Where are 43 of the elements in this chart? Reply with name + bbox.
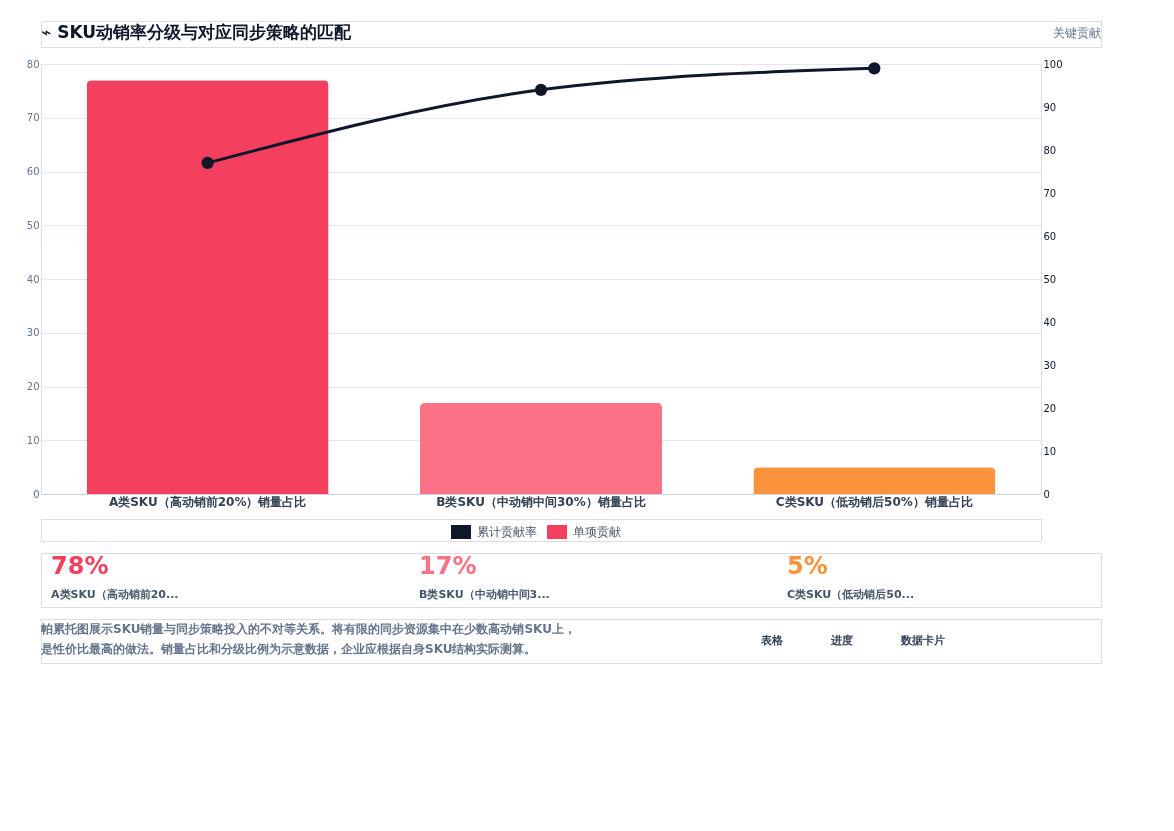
y-tick-label: 40: [26, 273, 40, 285]
text: C类SKU（低动销后50...: [787, 588, 915, 601]
text: 数据卡片: [900, 634, 945, 647]
y-tick-label: 60: [26, 166, 40, 177]
text: 帕累托图展示SKU销量与同步策略投入的不对等关系。将有限的同步资源集中在少数高动销SKU上，是性价比最高的做法。销量占比和分级比例为示意数据，企业应根据自身SKU结构实际测算。: [40, 622, 576, 656]
y2-tick-label: 60: [1043, 230, 1057, 242]
x-tick-label: B类SKU（中动销中间30%）销量占比: [436, 494, 646, 509]
y2-tick-label: 80: [1043, 144, 1057, 156]
y-tick-label: 20: [26, 381, 40, 392]
y-tick-label: 70: [26, 112, 40, 124]
x-tick-label: A类SKU（高动销前20%）销量占比: [108, 494, 307, 509]
text: 17%: [419, 552, 477, 580]
bar: [420, 402, 662, 494]
bar: [86, 80, 329, 494]
y2-tick-label: 100: [1043, 58, 1063, 70]
text: 5%: [787, 552, 828, 580]
text: 78%: [51, 552, 109, 580]
point: [534, 83, 548, 96]
y2-tick-label: 90: [1043, 101, 1057, 113]
text: 进度: [830, 634, 853, 647]
bar: [753, 467, 996, 494]
y2-tick-label: 40: [1043, 316, 1057, 328]
legend-label: 单项贡献: [573, 525, 621, 539]
y2-tick-label: 0: [1043, 488, 1050, 500]
chart-title: ⌁ SKU动销率分级与对应同步策略的匹配: [41, 22, 353, 42]
y2-tick-label: 20: [1043, 402, 1057, 414]
text: 表格: [760, 634, 784, 647]
y2-tick-label: 10: [1043, 445, 1057, 457]
y-tick-label: 0: [33, 488, 40, 500]
text: 关键贡献: [1053, 26, 1101, 40]
text: B类SKU（中动销中间3...: [419, 588, 550, 601]
x-tick-label: C类SKU（低动销后50%）销量占比: [775, 494, 973, 509]
y-tick-label: 10: [26, 434, 40, 446]
point: [868, 62, 881, 75]
y2-tick-label: 30: [1043, 359, 1057, 371]
y-tick-label: 80: [26, 58, 40, 70]
y-tick-label: 30: [26, 327, 40, 339]
point: [201, 156, 214, 170]
text: A类SKU（高动销前20...: [51, 588, 179, 601]
y2-tick-label: 50: [1043, 273, 1057, 285]
y2-tick-label: 70: [1043, 187, 1057, 199]
legend-label: 累计贡献率: [477, 525, 537, 539]
y-tick-label: 50: [26, 219, 40, 231]
